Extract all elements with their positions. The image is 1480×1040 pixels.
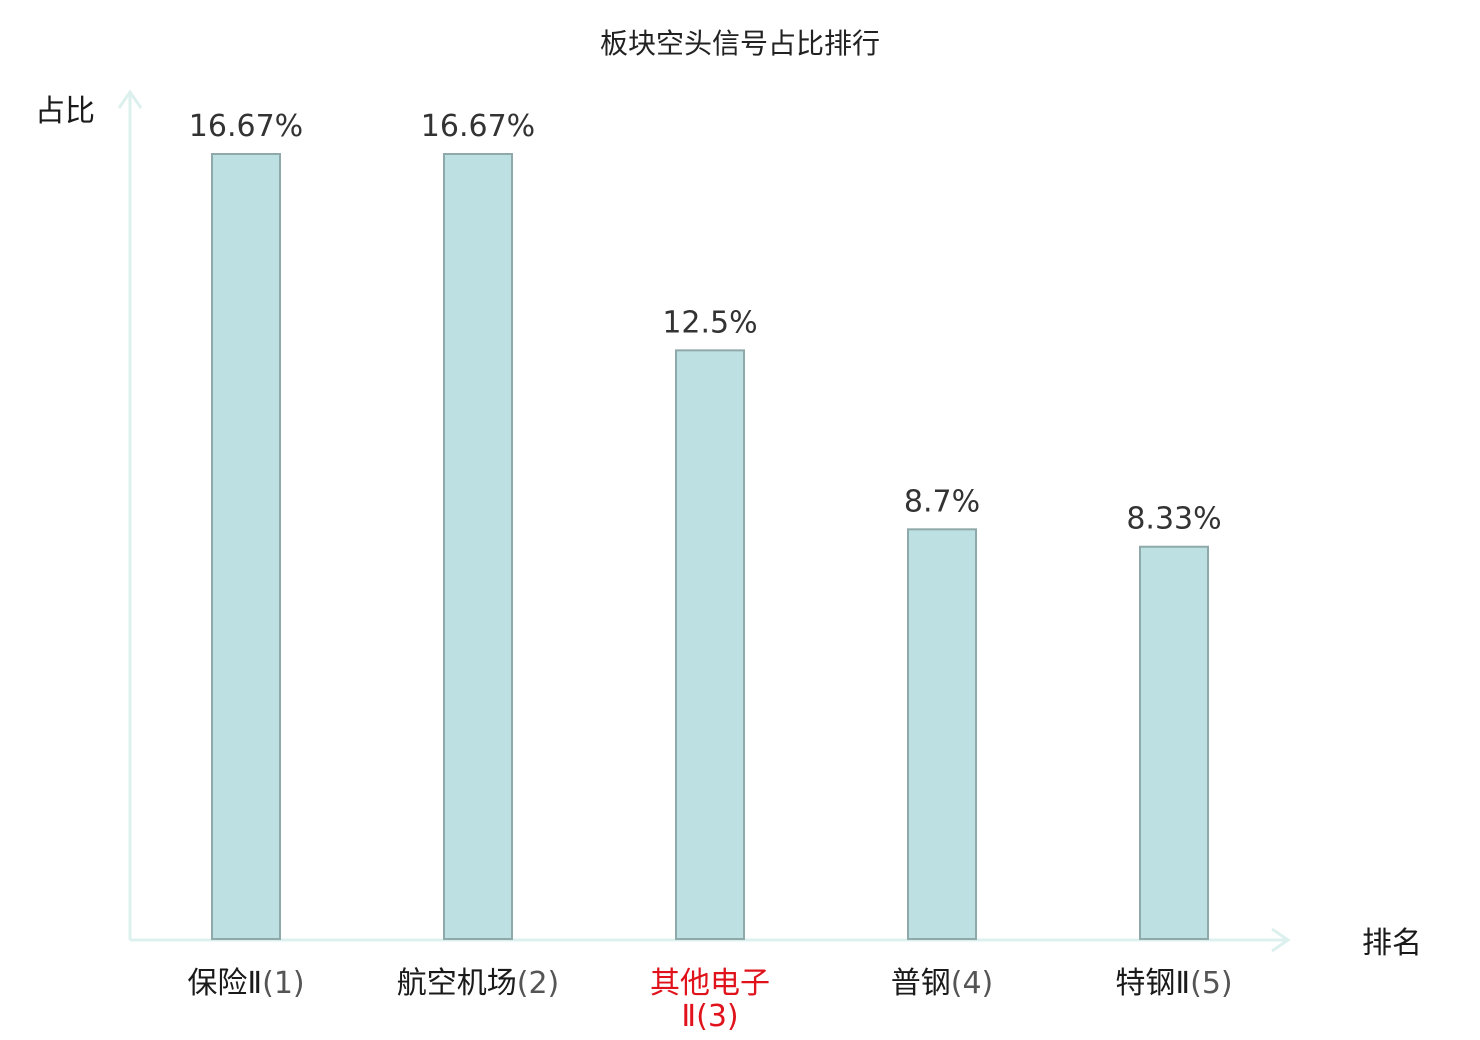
bar-2 <box>443 153 513 940</box>
x-tick-label-2: 航空机场(2) <box>397 966 560 1001</box>
value-label-2: 16.67% <box>421 109 535 144</box>
x-tick-label-4: 普钢(4) <box>891 966 994 1001</box>
x-tick-name-4: 普钢(4) <box>891 966 994 1001</box>
x-tick-name-3: 其他电子 <box>650 966 770 1001</box>
value-label-3: 12.5% <box>662 305 757 340</box>
x-tick-name-1: 保险Ⅱ(1) <box>187 966 304 1001</box>
axes <box>117 89 1291 953</box>
value-label-5: 8.33% <box>1126 502 1221 537</box>
x-tick-label-1: 保险Ⅱ(1) <box>187 966 304 1001</box>
x-axis-label: 排名 <box>1362 926 1422 961</box>
value-label-4: 8.7% <box>904 484 980 519</box>
bar-5 <box>1139 545 1209 941</box>
bars-group <box>211 153 1209 941</box>
bar-3 <box>675 349 745 940</box>
bar-1 <box>211 153 281 940</box>
x-tick-name-5: 特钢Ⅱ(5) <box>1115 966 1232 1001</box>
value-labels-group: 16.67% 16.67% 12.5% 8.7% 8.33% <box>189 109 1222 537</box>
x-tick-label-5: 特钢Ⅱ(5) <box>1115 966 1232 1001</box>
x-axis-arrow <box>1271 927 1291 953</box>
y-axis-label: 占比 <box>35 94 95 129</box>
chart-title: 板块空头信号占比排行 <box>600 27 880 60</box>
x-tick-name-2: 航空机场(2) <box>397 966 560 1001</box>
y-axis-arrow <box>117 89 143 109</box>
bar-4 <box>907 528 977 940</box>
value-label-1: 16.67% <box>189 109 303 144</box>
x-tick-rank-3: Ⅱ(3) <box>681 999 738 1034</box>
